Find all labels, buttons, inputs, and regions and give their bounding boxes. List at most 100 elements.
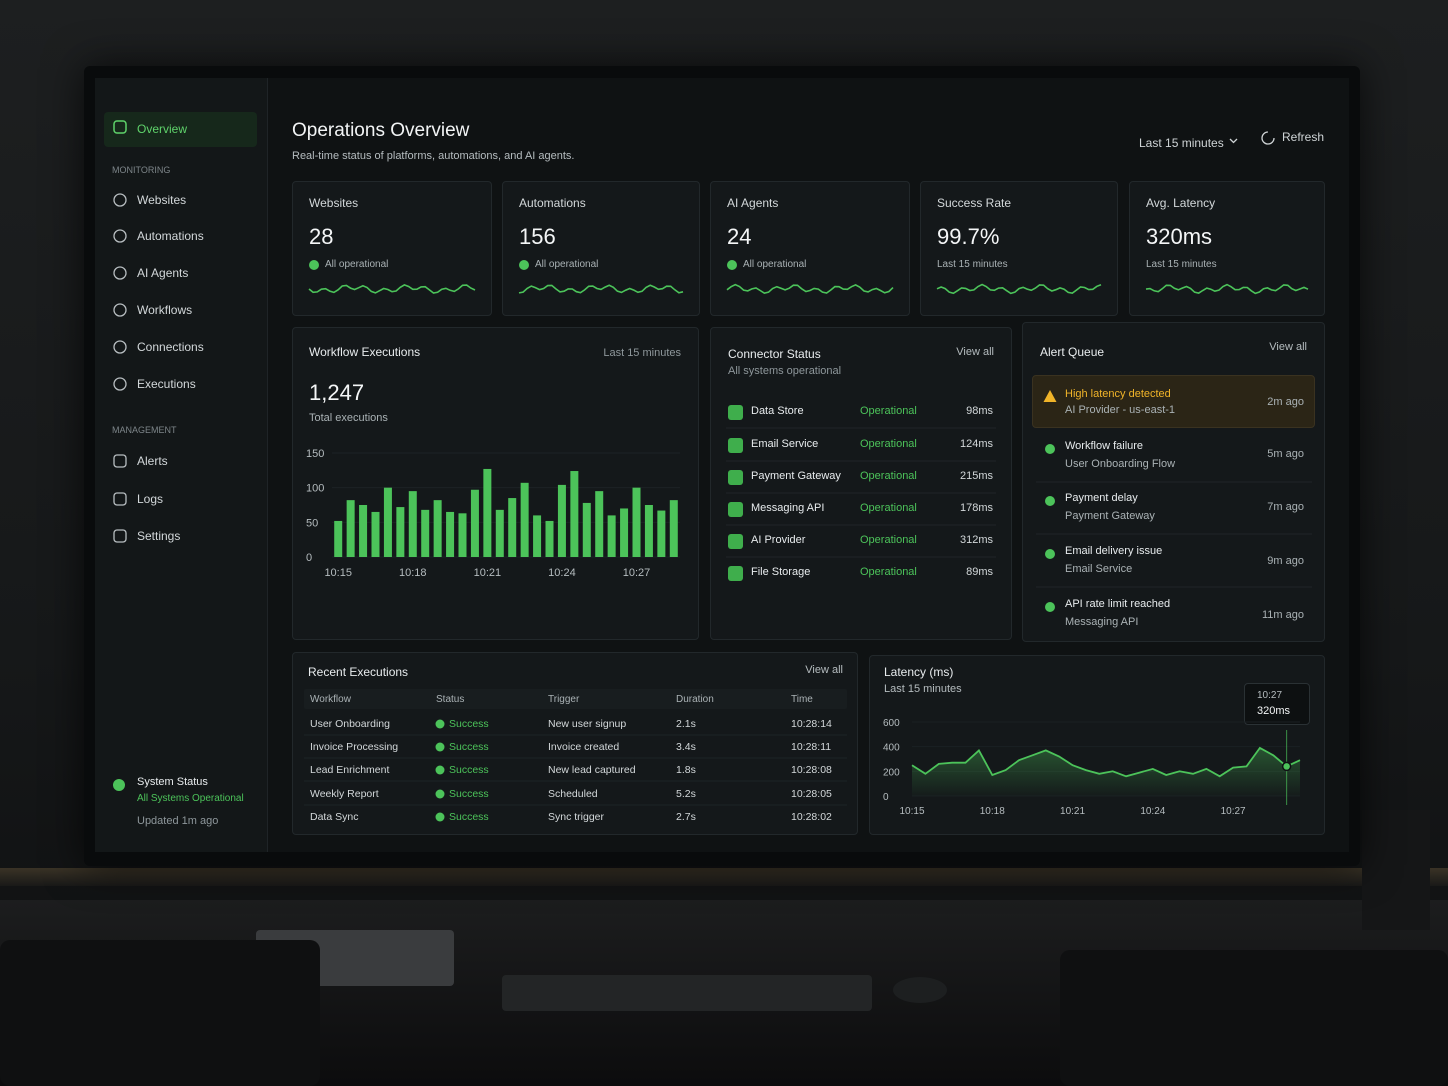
connector-latency: 215ms <box>959 470 993 483</box>
table-cell: 5.2s <box>676 787 696 800</box>
table-cell: 10:28:08 <box>791 763 832 776</box>
column-header: Workflow <box>310 694 351 705</box>
table-cell: 10:28:14 <box>791 717 832 730</box>
nav-item[interactable]: AI Agents <box>137 265 189 280</box>
nav-item[interactable]: Connections <box>137 339 204 354</box>
alert-title[interactable]: Workflow failure <box>1065 440 1144 453</box>
table-cell: Success <box>449 763 489 776</box>
kpi-value: 156 <box>519 223 556 249</box>
x-tick-label: 10:18 <box>980 806 1005 817</box>
tooltip <box>1244 683 1310 725</box>
range-select[interactable]: Last 15 minutes <box>1139 135 1224 150</box>
bar <box>533 515 542 557</box>
success-icon <box>435 812 445 822</box>
refresh-icon <box>1261 131 1275 145</box>
alert-source: Payment Gateway <box>1065 510 1155 523</box>
latency-line <box>911 746 1301 778</box>
alert-source: Messaging API <box>1065 616 1139 629</box>
kpi-value: 24 <box>727 223 752 249</box>
connector-icon <box>728 502 743 517</box>
status-dot <box>113 779 125 791</box>
tooltip-time: 10:27 <box>1257 690 1283 701</box>
connector-name: AI Provider <box>751 534 806 547</box>
bar <box>346 500 355 557</box>
connector-icon <box>728 438 743 453</box>
sparkline <box>308 284 476 294</box>
nav-item[interactable]: Websites <box>137 192 187 207</box>
kpi-value: 28 <box>309 223 334 249</box>
x-tick-label: 10:15 <box>899 806 924 817</box>
nav-item[interactable]: Alerts <box>137 453 168 468</box>
bar <box>433 500 442 557</box>
y-tick-label: 150 <box>306 448 324 460</box>
bar <box>470 489 479 557</box>
y-tick-label: 100 <box>306 483 324 495</box>
view-all[interactable]: View all <box>956 346 994 359</box>
success-icon <box>435 765 445 775</box>
sparkline <box>1145 283 1309 295</box>
nav-icon <box>113 266 127 280</box>
card-title: Recent Executions <box>308 664 409 679</box>
column-header: Trigger <box>548 694 580 705</box>
connector-status: Operational <box>860 502 917 515</box>
y-tick-label: 200 <box>883 767 900 778</box>
nav-icon <box>113 377 127 391</box>
x-tick-label: 10:24 <box>1140 806 1165 817</box>
alert-title[interactable]: High latency detected <box>1065 388 1171 401</box>
table-cell: Invoice created <box>548 740 620 753</box>
alert-title[interactable]: Email delivery issue <box>1065 545 1163 558</box>
column-header: Status <box>436 694 465 705</box>
nav-item[interactable]: Overview <box>137 121 188 136</box>
alert-title[interactable]: API rate limit reached <box>1065 598 1171 611</box>
card-title: Latency (ms) <box>884 664 954 679</box>
column-header: Duration <box>676 694 714 705</box>
connector-name: Data Store <box>751 405 804 418</box>
alert-dot <box>1045 549 1055 559</box>
refresh-button[interactable]: Refresh <box>1282 129 1325 144</box>
kpi-label: AI Agents <box>727 195 779 210</box>
connector-card <box>710 327 1012 640</box>
alert-dot <box>1045 602 1055 612</box>
connector-name: Payment Gateway <box>751 470 841 483</box>
status-title: System Status <box>137 776 208 789</box>
nav-item[interactable]: Logs <box>137 491 164 506</box>
y-tick-label: 600 <box>883 718 900 729</box>
bar <box>657 510 666 557</box>
sparkline <box>518 284 684 294</box>
table-cell: 10:28:02 <box>791 810 832 823</box>
cursor-point <box>1281 761 1292 772</box>
table-cell: Success <box>449 810 489 823</box>
alert-title[interactable]: Payment delay <box>1065 492 1138 505</box>
nav-active[interactable] <box>104 112 257 147</box>
nav-item[interactable]: Executions <box>137 376 196 391</box>
table-cell: 2.1s <box>676 717 696 730</box>
bar <box>607 515 616 557</box>
bar <box>520 482 529 557</box>
plant-pot <box>1362 810 1430 930</box>
x-tick-label: 10:24 <box>548 567 576 579</box>
view-all[interactable]: View all <box>1269 341 1307 354</box>
nav-item[interactable]: Automations <box>137 228 204 243</box>
bar <box>557 484 566 557</box>
total-label: Total executions <box>309 412 388 425</box>
nav-item[interactable]: Settings <box>137 528 181 543</box>
card-range: Last 15 minutes <box>603 347 681 360</box>
connector-status: Operational <box>860 438 917 451</box>
sparkline <box>936 283 1102 295</box>
sparkline <box>726 283 894 295</box>
x-tick-label: 10:27 <box>623 567 651 579</box>
y-tick-label: 400 <box>883 743 900 754</box>
bar <box>421 509 430 557</box>
x-tick-label: 10:21 <box>1060 806 1085 817</box>
nav-item[interactable]: Workflows <box>137 302 193 317</box>
view-all[interactable]: View all <box>805 664 843 677</box>
y-tick-label: 50 <box>306 517 318 529</box>
alert-source: Email Service <box>1065 563 1133 576</box>
connector-status: Operational <box>860 566 917 579</box>
nav-icon <box>113 340 127 354</box>
connector-icon <box>728 534 743 549</box>
table-cell: Success <box>449 717 489 730</box>
mouse <box>893 977 947 1003</box>
warning-icon <box>1043 390 1057 402</box>
kpi-note: All operational <box>743 259 807 270</box>
